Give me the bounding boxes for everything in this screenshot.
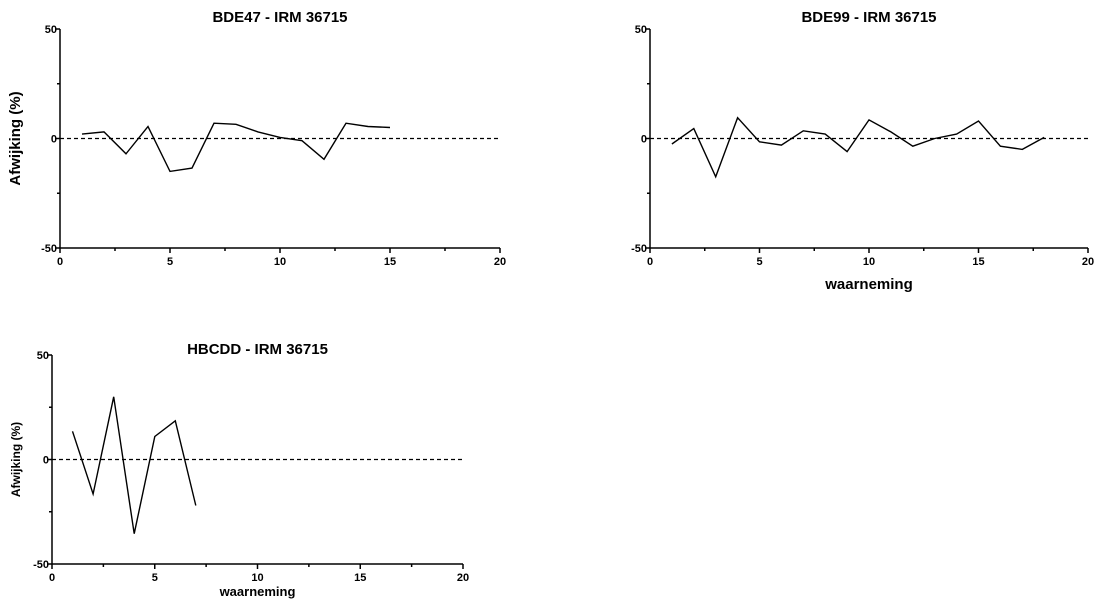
x-tick-label: 0 (647, 256, 653, 268)
y-tick-label: 0 (51, 134, 57, 146)
x-tick-label: 5 (756, 256, 762, 268)
series-line-1 (671, 116, 1045, 179)
chart-title: BDE47 - IRM 36715 (212, 9, 347, 26)
y-axis-label: Afwijking (%) (7, 91, 24, 185)
x-tick-label: 0 (57, 256, 63, 268)
y-axis-label: Afwijking (%) (9, 422, 23, 497)
x-tick-label: 10 (274, 256, 286, 268)
y-tick-label: 50 (635, 24, 647, 36)
y-tick-label: 50 (37, 350, 49, 362)
x-tick-label: 15 (972, 256, 984, 268)
x-axis-label: waarneming (824, 276, 913, 293)
x-tick-label: 0 (49, 572, 55, 584)
chart-title: BDE99 - IRM 36715 (801, 9, 936, 26)
x-axis-label: waarneming (219, 584, 296, 599)
x-tick-label: 20 (1082, 256, 1094, 268)
x-tick-label: 20 (457, 572, 469, 584)
chart-title: HBCDD - IRM 36715 (187, 341, 328, 358)
series-line-1 (71, 396, 197, 534)
x-tick-label: 15 (354, 572, 366, 584)
x-tick-label: 5 (167, 256, 173, 268)
x-tick-label: 10 (251, 572, 263, 584)
y-tick-label: -50 (41, 243, 57, 255)
x-tick-label: 20 (494, 256, 506, 268)
x-tick-label: 10 (863, 256, 875, 268)
y-tick-label: -50 (631, 243, 647, 255)
y-tick-label: 50 (45, 24, 57, 36)
y-tick-label: 0 (641, 134, 647, 146)
y-tick-label: 0 (43, 455, 49, 467)
x-tick-label: 15 (384, 256, 396, 268)
series-line-1 (81, 122, 391, 173)
y-tick-label: -50 (33, 559, 49, 571)
x-tick-label: 5 (152, 572, 158, 584)
